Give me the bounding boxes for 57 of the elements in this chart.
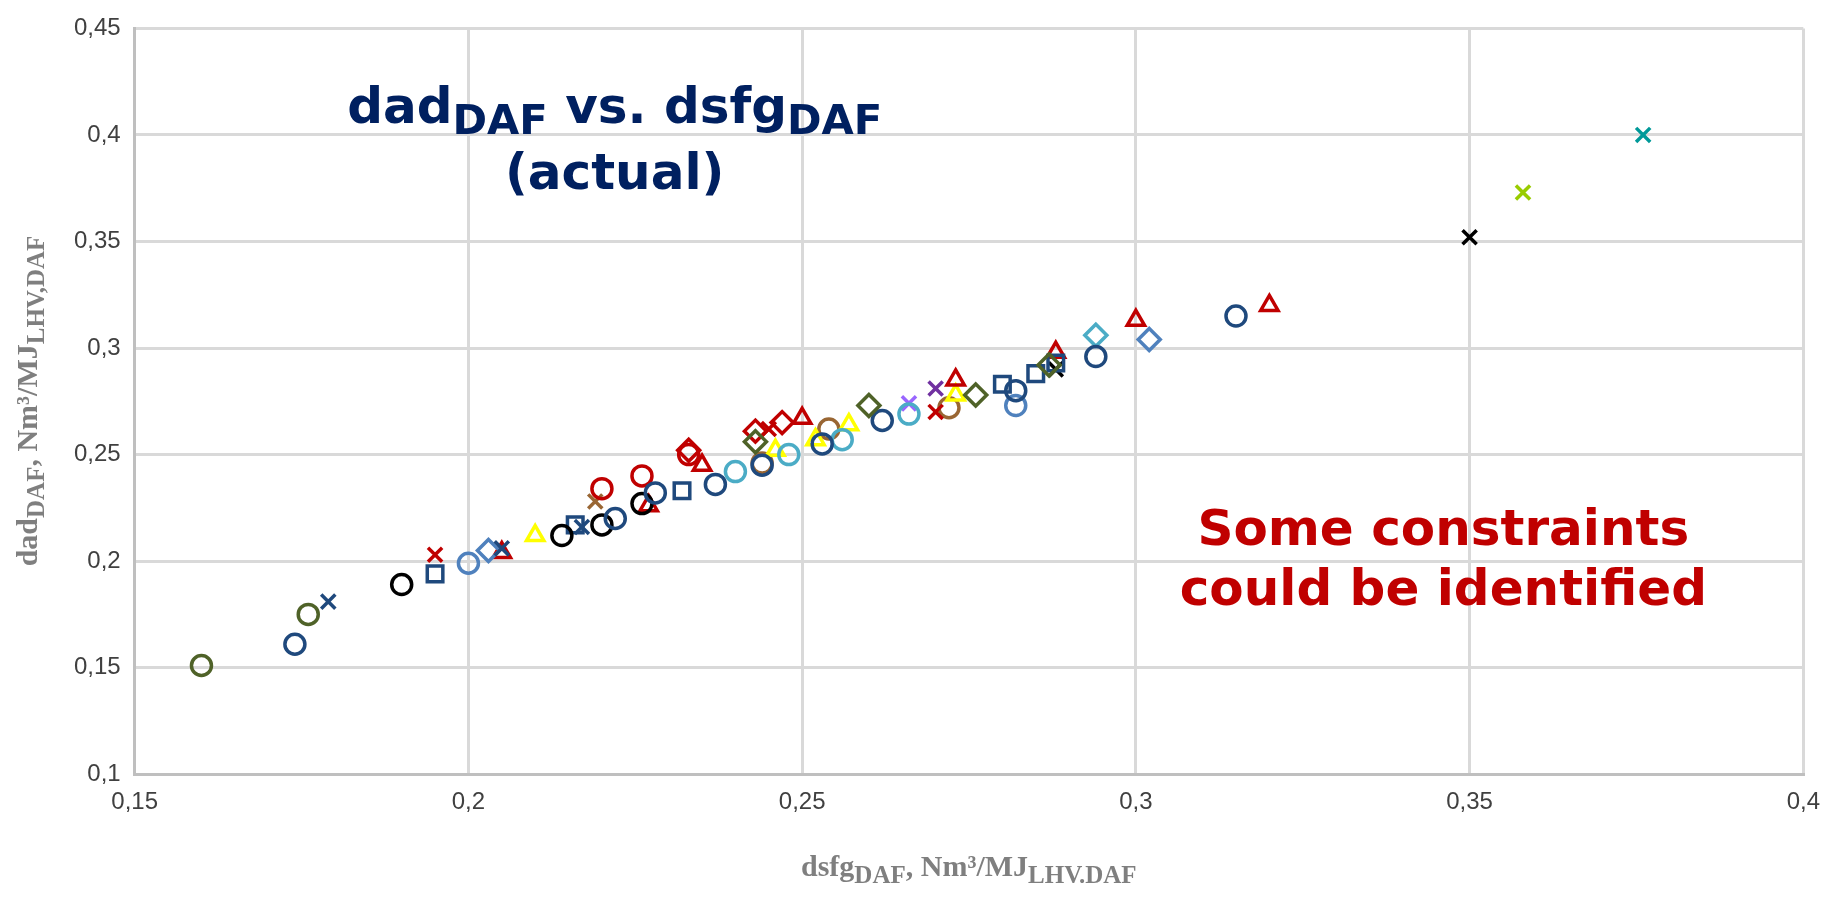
- point: [643, 481, 668, 505]
- point: [456, 551, 481, 575]
- point: [1634, 126, 1652, 144]
- y-tick-label: 0,35: [73, 226, 121, 254]
- point: [189, 653, 214, 678]
- x-axis-title: dsfg$_{DAF}$, Nm³/MJ$_{LHV.DAF}$: [801, 849, 1137, 890]
- point: [296, 602, 320, 627]
- point: [389, 572, 414, 597]
- point: [962, 382, 989, 408]
- point: [769, 409, 795, 436]
- y-tick-label: 0,15: [73, 652, 121, 680]
- y-tick-label: 0,25: [73, 439, 121, 467]
- point: [1036, 352, 1062, 378]
- point: [926, 379, 945, 398]
- point: [723, 459, 748, 484]
- point: [672, 481, 692, 501]
- point: [703, 472, 728, 497]
- x-tick-label: 0,4: [1786, 787, 1821, 815]
- point: [590, 476, 614, 501]
- point: [1136, 326, 1162, 353]
- point: [426, 545, 444, 564]
- annotation: Some constraints could be identified: [1178, 498, 1708, 619]
- x-tick-label: 0,15: [111, 787, 159, 815]
- x-tick-label: 0,25: [778, 787, 826, 815]
- point: [1224, 304, 1248, 328]
- point: [630, 464, 654, 488]
- point: [1514, 183, 1532, 202]
- point: [742, 429, 769, 455]
- point: [283, 632, 307, 656]
- point: [759, 420, 778, 438]
- y-tick-label: 0,45: [73, 13, 121, 41]
- point: [1084, 344, 1108, 369]
- point: [675, 437, 702, 464]
- y-tick-label: 0,2: [87, 545, 121, 573]
- point: [425, 564, 445, 584]
- point: [870, 408, 894, 433]
- point: [926, 403, 945, 421]
- chart-title: dad$_{DAF}$ vs. dsfg$_{DAF}$ (actual): [347, 77, 883, 202]
- x-tick-label: 0,2: [451, 787, 486, 815]
- point: [856, 392, 882, 419]
- x-tick-label: 0,35: [1446, 787, 1493, 815]
- point: [897, 402, 921, 426]
- point: [550, 523, 574, 548]
- point: [1083, 322, 1109, 348]
- point: [810, 432, 834, 456]
- point: [992, 374, 1012, 394]
- point: [1460, 228, 1479, 247]
- x-tick-label: 0,3: [1119, 787, 1153, 815]
- point: [319, 592, 338, 611]
- point: [573, 518, 591, 536]
- point: [676, 442, 701, 467]
- y-tick-label: 0,1: [87, 758, 121, 786]
- y-tick-label: 0,3: [87, 332, 121, 360]
- point: [1003, 378, 1028, 403]
- point: [777, 442, 801, 467]
- y-tick-label: 0,4: [87, 119, 121, 147]
- point: [603, 506, 628, 531]
